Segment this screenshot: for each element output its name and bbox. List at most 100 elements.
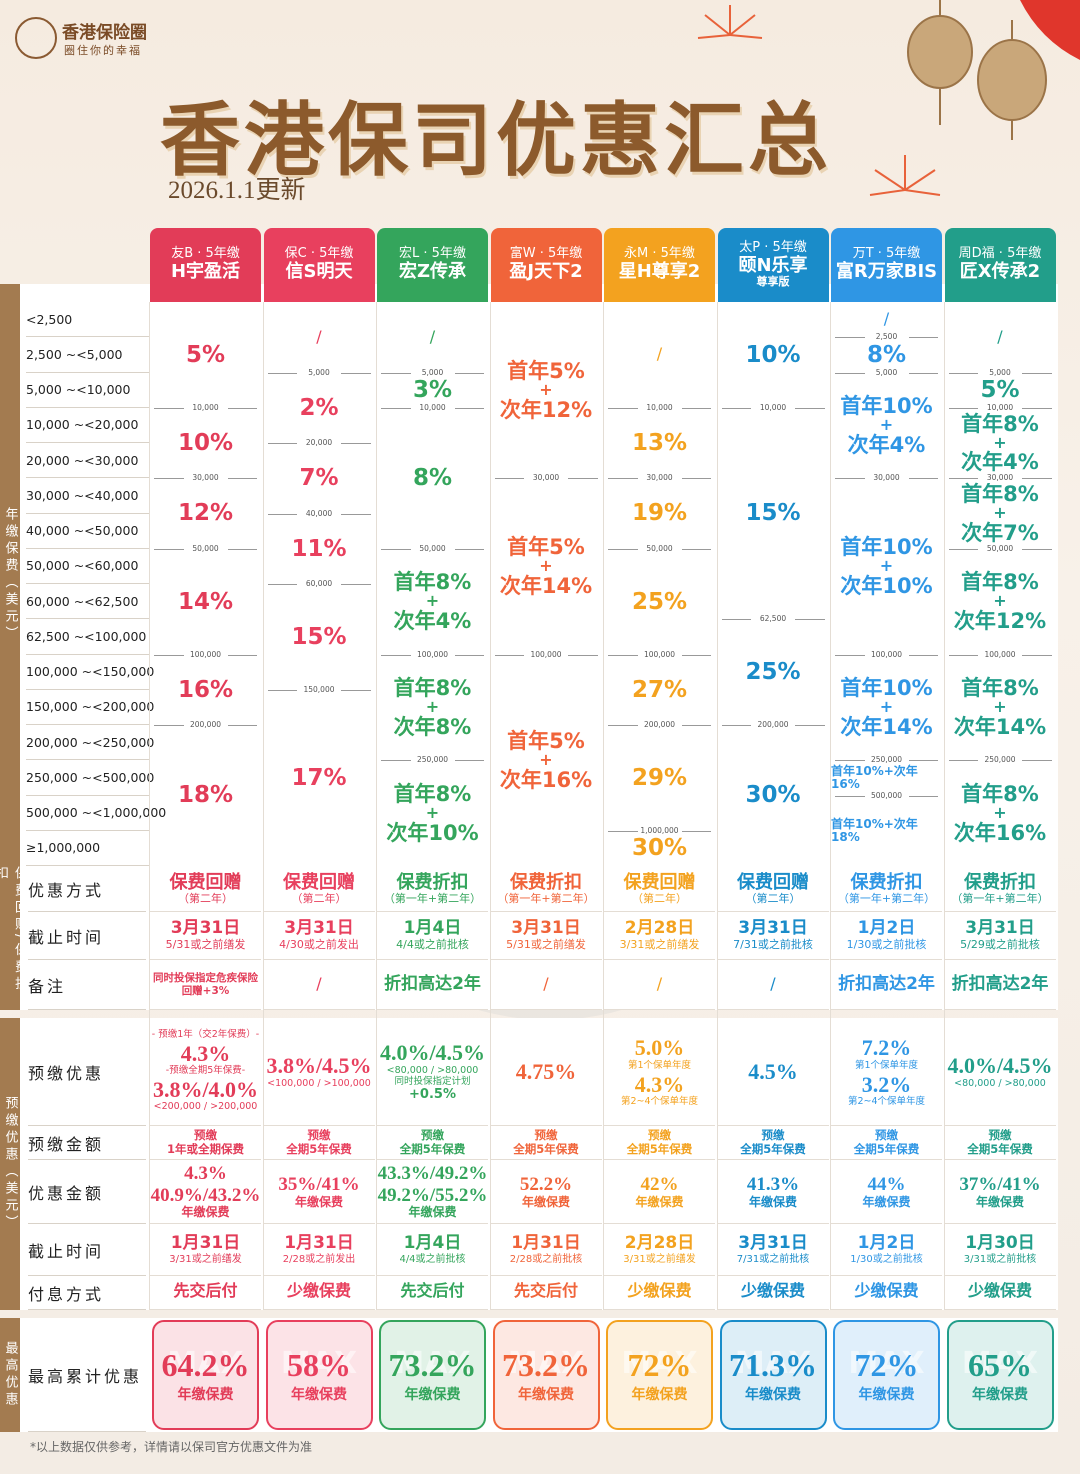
- bracket-label: 20,000 ~<30,000: [26, 443, 150, 479]
- text-line: 次年12%: [953, 609, 1047, 634]
- bracket-label: 60,000 ~<62,500: [26, 584, 150, 620]
- text-line: 次年16%: [499, 767, 593, 792]
- text-line: 43.3%/49.2%: [377, 1162, 488, 1184]
- watermark: MAX: [167, 1346, 244, 1381]
- tier-cell: 18%: [150, 725, 261, 866]
- cell: 42% 年缴保费: [604, 1160, 715, 1224]
- prepay-deadline-note: 3/31或之前缮发: [169, 1253, 242, 1265]
- tier-cell: 5%: [150, 302, 261, 408]
- text-line: 2%: [299, 394, 339, 421]
- text-line: 7%: [299, 465, 339, 492]
- cell: 3月31日 7/31或之前批核: [717, 912, 829, 960]
- text-line: 同时投保指定计划: [394, 1075, 471, 1087]
- cell: 2月28日 3/31或之前缮发: [604, 1224, 715, 1276]
- cell: 预缴 全期5年保费: [604, 1126, 715, 1160]
- boundary-label: 62,500: [751, 613, 795, 625]
- cell: 预缴 全期5年保费: [717, 1126, 829, 1160]
- text-line: 次年10%: [386, 820, 479, 845]
- boundary-label: 100,000: [864, 648, 909, 660]
- text-line: /: [429, 326, 436, 346]
- cell: 保费回赠 （第二年）: [604, 866, 715, 912]
- interest: 少缴保费: [627, 1283, 692, 1301]
- cell: 44% 年缴保费: [831, 1160, 942, 1224]
- text-line: 折扣高达2年: [951, 973, 1049, 994]
- cell: 预缴 全期5年保费: [377, 1126, 488, 1160]
- company: 太P · 5年缴: [739, 239, 807, 255]
- text-line: 首年5%: [507, 358, 585, 383]
- text-line: 3.2%: [861, 1071, 912, 1097]
- text-line: 5.0%: [634, 1035, 685, 1061]
- updated: 2026.1.1更新: [168, 177, 306, 204]
- bracket-label: 2,500 ~<5,000: [26, 337, 150, 373]
- cell: 预缴 1年或全期保费: [150, 1126, 261, 1160]
- text-line: 首年10%: [840, 675, 933, 700]
- company: 万T · 5年缴: [852, 246, 921, 262]
- bracket-label: 150,000 ~<200,000: [26, 690, 154, 725]
- boundary-label: 5,000: [297, 366, 341, 378]
- text-line: 折扣高达2年: [384, 973, 481, 994]
- interest: 少缴保费: [854, 1283, 919, 1301]
- cell: 41.3% 年缴保费: [717, 1160, 829, 1224]
- column-header: 永M · 5年缴 星H尊享2: [604, 228, 715, 302]
- text-line: +: [879, 555, 894, 575]
- watermark: MAX: [848, 1346, 925, 1381]
- deadline-note: 4/4或之前批核: [396, 937, 469, 951]
- footnote: *以上数据仅供参考，详情请以保司官方优惠文件为准: [30, 1440, 313, 1454]
- text-line: +: [879, 414, 894, 434]
- column-border: [716, 302, 718, 1310]
- tier-cell: 首年8% + 次年8%: [377, 655, 488, 761]
- prepay-deadline: 2月28日: [624, 1232, 695, 1253]
- max-basis: 年缴保费: [858, 1386, 915, 1403]
- prepay-deadline-note: 3/31或之前缮发: [623, 1253, 696, 1265]
- bracket-label: 62,500 ~<100,000: [26, 619, 150, 655]
- text-line: 预缴: [875, 1128, 898, 1143]
- cell: 3月31日 5/29或之前批核: [944, 912, 1056, 960]
- plan: 星H尊享2: [618, 261, 701, 283]
- tier-cell: 首年8% + 次年14%: [945, 655, 1056, 761]
- bracket-label: <2,500: [26, 302, 150, 338]
- prepay-deadline-note: 1/30或之前批核: [850, 1253, 923, 1265]
- text-line: 首年8%: [393, 675, 472, 700]
- max-basis: 年缴保费: [291, 1386, 347, 1403]
- text-line: 次年4%: [847, 432, 926, 457]
- column-border: [943, 302, 945, 1310]
- boundary-label: 1,000,000: [637, 824, 682, 836]
- cell: 1月2日 1/30或之前批核: [831, 912, 942, 960]
- cell: 预缴 全期5年保费: [490, 1126, 602, 1160]
- prepay-deadline: 1月30日: [965, 1232, 1035, 1253]
- text-line: +: [425, 591, 440, 611]
- text-line: 4.0%/4.5%: [379, 1040, 486, 1066]
- offer-type: 保费回赠: [283, 871, 355, 892]
- text-line: 第1个保单年度: [854, 1059, 919, 1071]
- deadline: 2月28日: [624, 918, 695, 939]
- max-basis: 年缴保费: [972, 1386, 1028, 1403]
- tier-cell: 15%: [264, 584, 375, 690]
- boundary-label: 50,000: [410, 542, 455, 554]
- text-line: 年缴保费: [181, 1205, 230, 1220]
- text-line: +: [539, 749, 553, 769]
- text-line: 年缴保费: [748, 1194, 797, 1209]
- tier-cell: 10%: [718, 302, 829, 408]
- tier-cell: 29%: [604, 725, 715, 831]
- text-line: 首年8%: [961, 482, 1039, 507]
- text-line: 预缴: [194, 1128, 217, 1143]
- tier-cell: /: [604, 302, 715, 408]
- deadline: 3月31日: [738, 918, 808, 939]
- text-line: 预缴: [988, 1128, 1012, 1143]
- cell: 37%/41% 年缴保费: [944, 1160, 1056, 1224]
- text-line: 11%: [291, 535, 347, 562]
- slogan: 圈住你的幸福: [64, 44, 142, 57]
- text-line: 首年8%: [393, 781, 472, 806]
- text-line: 15%: [745, 500, 801, 527]
- text-line: 全期5年保费: [513, 1141, 579, 1156]
- cell: 4.75%: [490, 1018, 602, 1126]
- cell: 3月31日 7/31或之前批核: [717, 1224, 829, 1276]
- boundary-label: 10,000: [410, 401, 455, 413]
- tier-cell: 17%: [264, 690, 375, 866]
- deadline-note: 5/29或之前批核: [960, 937, 1040, 951]
- cell: 折扣高达2年: [831, 960, 942, 1010]
- fan: [1020, 0, 1080, 60]
- text-line: 全期5年保费: [853, 1141, 920, 1156]
- cell: 5.0% 第1个保单年度 4.3% 第2~4个保单年度: [604, 1018, 715, 1126]
- interest: 先交后付: [513, 1283, 578, 1301]
